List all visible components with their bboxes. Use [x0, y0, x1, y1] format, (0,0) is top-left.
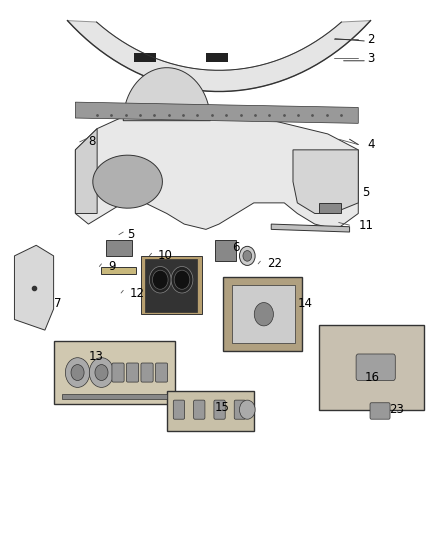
FancyBboxPatch shape — [206, 53, 228, 62]
FancyBboxPatch shape — [194, 400, 205, 419]
Polygon shape — [75, 108, 358, 229]
FancyBboxPatch shape — [234, 400, 246, 419]
PathPatch shape — [67, 21, 371, 92]
Polygon shape — [232, 285, 295, 343]
Polygon shape — [223, 277, 302, 351]
Circle shape — [89, 358, 114, 387]
Polygon shape — [62, 394, 167, 399]
Polygon shape — [102, 266, 136, 274]
Circle shape — [243, 251, 252, 261]
Text: 14: 14 — [297, 297, 312, 310]
Circle shape — [254, 303, 273, 326]
Text: 3: 3 — [367, 52, 374, 64]
Polygon shape — [14, 245, 53, 330]
Text: 15: 15 — [215, 400, 230, 414]
Polygon shape — [75, 102, 358, 123]
Text: 16: 16 — [365, 372, 380, 384]
Polygon shape — [319, 203, 341, 214]
Polygon shape — [75, 128, 97, 214]
Circle shape — [152, 270, 168, 289]
FancyBboxPatch shape — [155, 363, 168, 382]
FancyBboxPatch shape — [214, 400, 225, 419]
Text: 2: 2 — [367, 33, 374, 45]
Circle shape — [71, 365, 84, 381]
Circle shape — [240, 246, 255, 265]
Polygon shape — [53, 341, 176, 405]
Polygon shape — [123, 68, 210, 120]
Text: 22: 22 — [267, 257, 282, 270]
Circle shape — [240, 400, 255, 419]
Polygon shape — [293, 150, 358, 214]
Polygon shape — [271, 224, 350, 232]
Text: 6: 6 — [232, 241, 240, 254]
FancyBboxPatch shape — [370, 403, 390, 419]
Polygon shape — [106, 240, 132, 256]
Circle shape — [65, 358, 90, 387]
Text: 5: 5 — [363, 186, 370, 199]
Polygon shape — [167, 391, 254, 431]
Text: 10: 10 — [158, 249, 173, 262]
Circle shape — [171, 266, 193, 293]
FancyBboxPatch shape — [173, 400, 185, 419]
Polygon shape — [319, 325, 424, 410]
FancyBboxPatch shape — [134, 53, 156, 62]
FancyBboxPatch shape — [356, 354, 395, 381]
Text: 8: 8 — [88, 135, 96, 148]
Text: 5: 5 — [127, 228, 135, 241]
FancyBboxPatch shape — [112, 363, 124, 382]
Text: 23: 23 — [389, 403, 403, 416]
Text: 9: 9 — [108, 260, 116, 273]
Polygon shape — [141, 256, 201, 314]
Circle shape — [95, 365, 108, 381]
Text: 11: 11 — [358, 219, 373, 232]
Text: 4: 4 — [367, 138, 374, 151]
Circle shape — [149, 266, 171, 293]
Polygon shape — [145, 259, 197, 312]
FancyBboxPatch shape — [141, 363, 153, 382]
FancyBboxPatch shape — [127, 363, 139, 382]
Text: 7: 7 — [53, 297, 61, 310]
Circle shape — [174, 270, 190, 289]
Text: 13: 13 — [88, 350, 103, 363]
Text: 12: 12 — [130, 287, 145, 300]
Polygon shape — [93, 155, 162, 208]
Polygon shape — [215, 240, 237, 261]
